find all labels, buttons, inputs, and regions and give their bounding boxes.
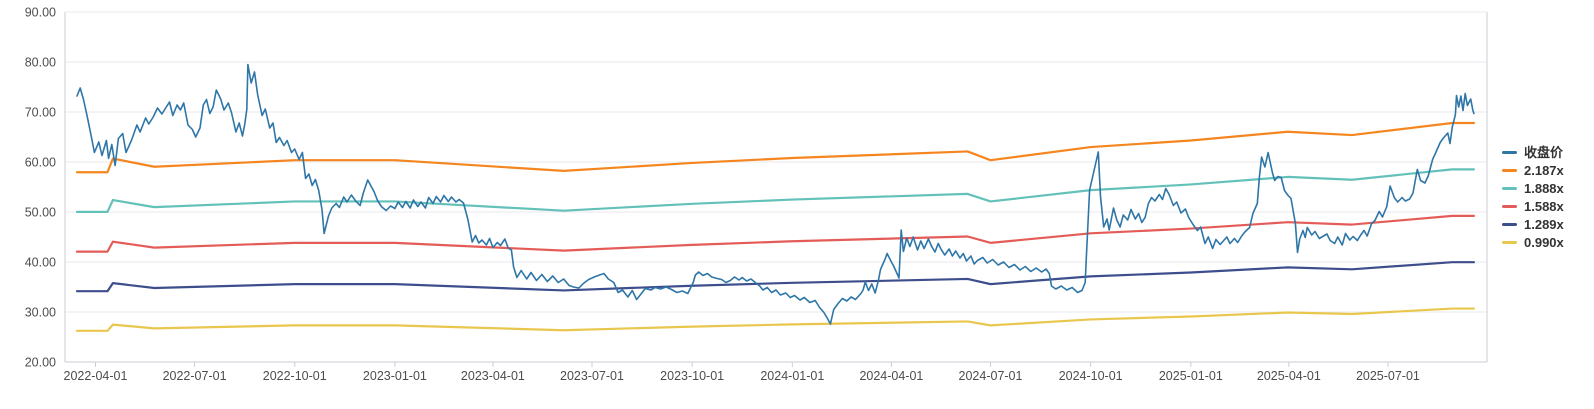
- y-tick-label: 20.00: [25, 356, 56, 370]
- x-tick-label: 2025-07-01: [1356, 369, 1420, 383]
- x-tick-label: 2022-04-01: [64, 369, 128, 383]
- x-tick-label: 2023-07-01: [560, 369, 624, 383]
- y-tick-label: 40.00: [25, 256, 56, 270]
- x-tick-label: 2024-07-01: [959, 369, 1023, 383]
- line-swatch-icon: [1502, 205, 1517, 208]
- legend-label: 1.588x: [1524, 199, 1564, 214]
- legend-label: 1.888x: [1524, 181, 1564, 196]
- legend-item-band-1888x[interactable]: 1.888x: [1502, 182, 1564, 195]
- legend-label: 1.289x: [1524, 217, 1564, 232]
- y-tick-label: 50.00: [25, 206, 56, 220]
- legend-label: 2.187x: [1524, 163, 1564, 178]
- close-price-line: [76, 63, 1475, 325]
- legend: 收盘价 2.187x 1.888x 1.588x 1.289x 0.990x: [1502, 146, 1564, 249]
- line-swatch-icon: [1502, 223, 1517, 226]
- x-tick-label: 2023-10-01: [660, 369, 724, 383]
- band-line-1.888x: [75, 168, 1476, 213]
- line-swatch-icon: [1502, 169, 1517, 172]
- y-tick-label: 70.00: [25, 106, 56, 120]
- legend-item-band-1289x[interactable]: 1.289x: [1502, 218, 1564, 231]
- x-tick-label: 2024-01-01: [760, 369, 824, 383]
- legend-item-band-1588x[interactable]: 1.588x: [1502, 200, 1564, 213]
- legend-item-close-price[interactable]: 收盘价: [1502, 146, 1564, 159]
- line-swatch-icon: [1502, 151, 1517, 154]
- x-tick-label: 2025-01-01: [1159, 369, 1223, 383]
- y-tick-label: 60.00: [25, 156, 56, 170]
- band-line-1.289x: [75, 261, 1476, 293]
- y-tick-label: 30.00: [25, 306, 56, 320]
- legend-item-band-2187x[interactable]: 2.187x: [1502, 164, 1564, 177]
- band-line-0.990x: [75, 307, 1476, 332]
- legend-label: 0.990x: [1524, 235, 1564, 250]
- y-tick-label: 90.00: [25, 6, 56, 20]
- x-tick-label: 2025-04-01: [1257, 369, 1321, 383]
- x-tick-label: 2024-04-01: [859, 369, 923, 383]
- band-line-2.187x: [75, 121, 1476, 174]
- y-tick-label: 80.00: [25, 56, 56, 70]
- legend-item-band-0990x[interactable]: 0.990x: [1502, 236, 1564, 249]
- x-tick-label: 2023-01-01: [363, 369, 427, 383]
- band-line-1.588x: [75, 214, 1476, 253]
- legend-label: 收盘价: [1524, 145, 1564, 160]
- x-tick-label: 2024-10-01: [1059, 369, 1123, 383]
- x-tick-label: 2022-10-01: [263, 369, 327, 383]
- line-swatch-icon: [1502, 241, 1517, 244]
- x-tick-label: 2023-04-01: [461, 369, 525, 383]
- line-swatch-icon: [1502, 187, 1517, 190]
- x-tick-label: 2022-07-01: [163, 369, 227, 383]
